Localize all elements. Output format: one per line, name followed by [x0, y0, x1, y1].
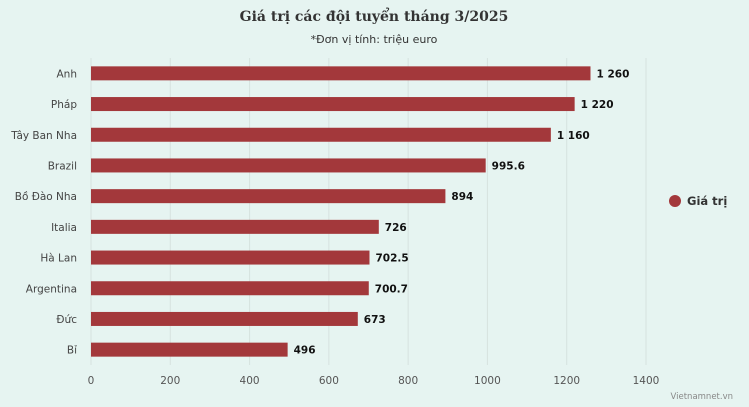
bar[interactable]: [91, 219, 379, 234]
x-tick-label: 1000: [474, 375, 501, 387]
legend-label[interactable]: Giá trị: [687, 194, 727, 208]
x-tick-label: 200: [160, 375, 180, 387]
bar[interactable]: [91, 281, 369, 296]
data-label: 1 260: [597, 68, 630, 80]
data-label: 496: [294, 345, 316, 357]
category-label: Đức: [56, 314, 77, 326]
data-label: 1 220: [581, 99, 614, 111]
category-label: Tây Ban Nha: [10, 130, 77, 142]
category-label: Italia: [51, 222, 77, 234]
bar[interactable]: [91, 66, 591, 81]
bar[interactable]: [91, 250, 370, 265]
data-labels: 1 260 1 220 1 160 995.6 894 726 702.5 700.7 673 4…: [294, 68, 630, 356]
data-label: 702.5: [375, 253, 408, 265]
category-label: Bỉ: [67, 345, 77, 357]
chart-subtitle: *Đơn vị tính: triệu euro: [311, 33, 438, 46]
data-label: 1 160: [557, 130, 590, 142]
bar[interactable]: [91, 189, 446, 204]
data-label: 726: [385, 222, 407, 234]
category-labels: Anh Pháp Tây Ban Nha Brazil Bồ Đào Nha Italia…: [10, 68, 77, 356]
category-label: Brazil: [48, 160, 77, 172]
bar[interactable]: [91, 97, 575, 112]
chart-title: Giá trị các đội tuyển tháng 3/2025: [240, 7, 509, 25]
bar[interactable]: [91, 311, 358, 326]
category-label: Pháp: [51, 99, 77, 111]
category-label: Argentina: [26, 283, 77, 295]
x-tick-label: 1400: [633, 375, 660, 387]
data-label: 894: [451, 191, 473, 203]
bar[interactable]: [91, 342, 288, 357]
x-axis-ticks: 0 200 400 600 800 1000 1200 1400: [88, 375, 660, 387]
x-tick-label: 400: [240, 375, 260, 387]
category-label: Anh: [57, 68, 78, 80]
bar[interactable]: [91, 127, 551, 142]
credit-text: Vietnamnet.vn: [671, 392, 734, 402]
category-label: Bồ Đào Nha: [15, 191, 77, 203]
bars: [91, 66, 591, 357]
x-tick-label: 1200: [553, 375, 580, 387]
legend-swatch[interactable]: [669, 195, 681, 207]
legend[interactable]: Giá trị: [669, 194, 727, 208]
data-label: 700.7: [375, 283, 408, 295]
x-tick-label: 0: [88, 375, 95, 387]
data-label: 995.6: [492, 160, 525, 172]
x-tick-label: 800: [398, 375, 418, 387]
x-tick-label: 600: [319, 375, 339, 387]
bar[interactable]: [91, 158, 486, 173]
category-label: Hà Lan: [40, 253, 77, 265]
data-label: 673: [364, 314, 386, 326]
